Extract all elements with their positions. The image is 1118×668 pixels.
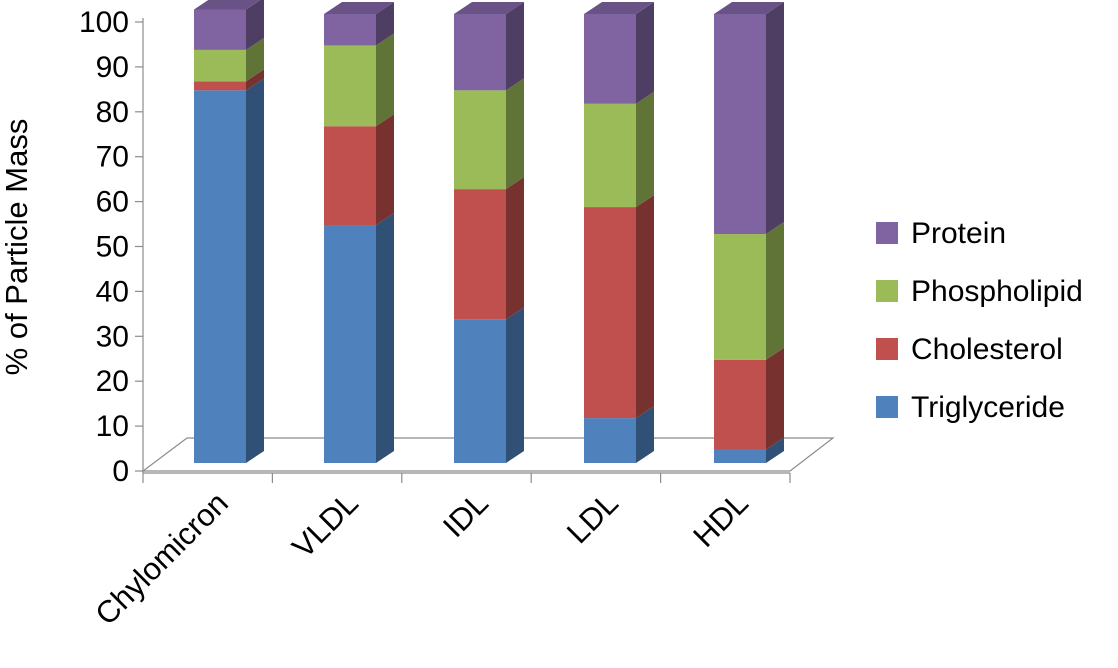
bar-segment-triglyceride-vldl	[324, 213, 394, 463]
legend-item-phospholipid: Phospholipid	[876, 275, 1083, 308]
y-tick-label: 50	[96, 231, 129, 264]
bar-front-face	[454, 90, 506, 190]
bar-side-face	[766, 347, 784, 450]
bar-front-face	[324, 126, 376, 226]
bar-front-face	[584, 14, 636, 104]
bars	[194, 0, 784, 463]
bar-front-face	[324, 225, 376, 463]
bar-front-face	[194, 49, 246, 82]
legend-swatch	[876, 280, 898, 302]
x-tick-label-hdl: HDL	[686, 485, 755, 554]
bar-side-face	[246, 0, 264, 50]
y-tick-label: 70	[96, 141, 129, 174]
bar-side-face	[766, 437, 784, 463]
y-tick-label: 60	[96, 186, 129, 219]
bar-segment-cholesterol-vldl	[324, 114, 394, 226]
legend-label: Triglyceride	[911, 391, 1065, 424]
bar-side-face	[636, 195, 654, 419]
bar-segment-phospholipid-chylomicron	[194, 37, 264, 82]
bar-segment-protein-ldl	[584, 2, 654, 104]
legend-swatch	[876, 338, 898, 360]
legend-item-cholesterol: Cholesterol	[876, 333, 1063, 366]
bar-front-face	[454, 189, 506, 320]
legend-label: Phospholipid	[911, 275, 1083, 308]
x-tick-label-chylomicron: Chylomicron	[88, 485, 235, 632]
legend-item-protein: Protein	[876, 217, 1006, 250]
bar-front-face	[714, 449, 766, 463]
bar-segment-phospholipid-idl	[454, 78, 524, 190]
bar-side-face	[246, 37, 264, 82]
y-axis-title: % of Particle Mass	[0, 119, 34, 376]
bar-side-face	[636, 406, 654, 463]
bar-segment-triglyceride-hdl	[714, 437, 784, 463]
legend-label: Cholesterol	[911, 333, 1063, 366]
y-tick-label: 30	[96, 320, 129, 353]
bar-side-face	[506, 307, 524, 463]
y-tick-label: 0	[112, 455, 129, 488]
bar-front-face	[194, 90, 246, 463]
bar-front-face	[714, 234, 766, 360]
bar-front-face	[194, 9, 246, 50]
legend-label: Protein	[911, 217, 1006, 250]
bar-segment-cholesterol-idl	[454, 177, 524, 320]
bar-side-face	[246, 69, 264, 91]
legend-item-triglyceride: Triglyceride	[876, 391, 1065, 424]
legend-swatch	[876, 222, 898, 244]
bar-segment-triglyceride-idl	[454, 307, 524, 463]
x-tick-label-idl: IDL	[436, 485, 495, 544]
bar-top-face	[584, 2, 654, 14]
bar-front-face	[584, 418, 636, 463]
bar-segment-protein-idl	[454, 2, 524, 91]
bar-front-face	[324, 14, 376, 46]
bar-side-face	[766, 222, 784, 360]
y-tick-label: 20	[96, 365, 129, 398]
bar-side-face	[246, 78, 264, 463]
bar-side-face	[636, 91, 654, 208]
bar-front-face	[714, 14, 766, 235]
x-tick-label-ldl: LDL	[560, 485, 625, 550]
bar-front-face	[454, 319, 506, 463]
bar-front-face	[584, 103, 636, 208]
bar-side-face	[376, 213, 394, 463]
bar-top-face	[324, 2, 394, 14]
bar-segment-cholesterol-hdl	[714, 347, 784, 450]
bar-top-face	[454, 2, 524, 14]
bar-segment-protein-vldl	[324, 2, 394, 46]
legend: Protein Phospholipid Cholesterol Triglyceri…	[876, 217, 1083, 424]
bar-front-face	[454, 14, 506, 91]
bar-side-face	[376, 33, 394, 127]
y-tick-label: 80	[96, 96, 129, 129]
y-tick-label: 90	[96, 51, 129, 84]
bar-segment-phospholipid-vldl	[324, 33, 394, 127]
y-tick-label: 40	[96, 275, 129, 308]
y-tick-label: 10	[96, 410, 129, 443]
bar-segment-protein-chylomicron	[194, 0, 264, 50]
bar-segment-phospholipid-hdl	[714, 222, 784, 360]
bar-front-face	[324, 45, 376, 127]
bar-side-face	[506, 2, 524, 91]
bar-front-face	[584, 207, 636, 419]
bar-segment-protein-hdl	[714, 2, 784, 235]
bar-side-face	[506, 177, 524, 320]
bar-segment-triglyceride-chylomicron	[194, 78, 264, 463]
bar-segment-phospholipid-ldl	[584, 91, 654, 208]
bar-side-face	[506, 78, 524, 190]
bar-front-face	[714, 359, 766, 450]
bar-side-face	[636, 2, 654, 104]
bar-front-face	[194, 81, 246, 91]
bar-side-face	[766, 2, 784, 235]
bar-segment-cholesterol-ldl	[584, 195, 654, 419]
y-tick-label: 100	[79, 6, 129, 39]
x-tick-label-vldl: VLDL	[285, 485, 365, 565]
bar-segment-triglyceride-ldl	[584, 406, 654, 463]
bar-top-face	[194, 0, 261, 10]
bar-top-face	[714, 2, 784, 14]
bar-side-face	[376, 114, 394, 226]
bar-segment-cholesterol-chylomicron	[194, 69, 264, 91]
bar-side-face	[376, 2, 394, 46]
legend-swatch	[876, 396, 898, 418]
